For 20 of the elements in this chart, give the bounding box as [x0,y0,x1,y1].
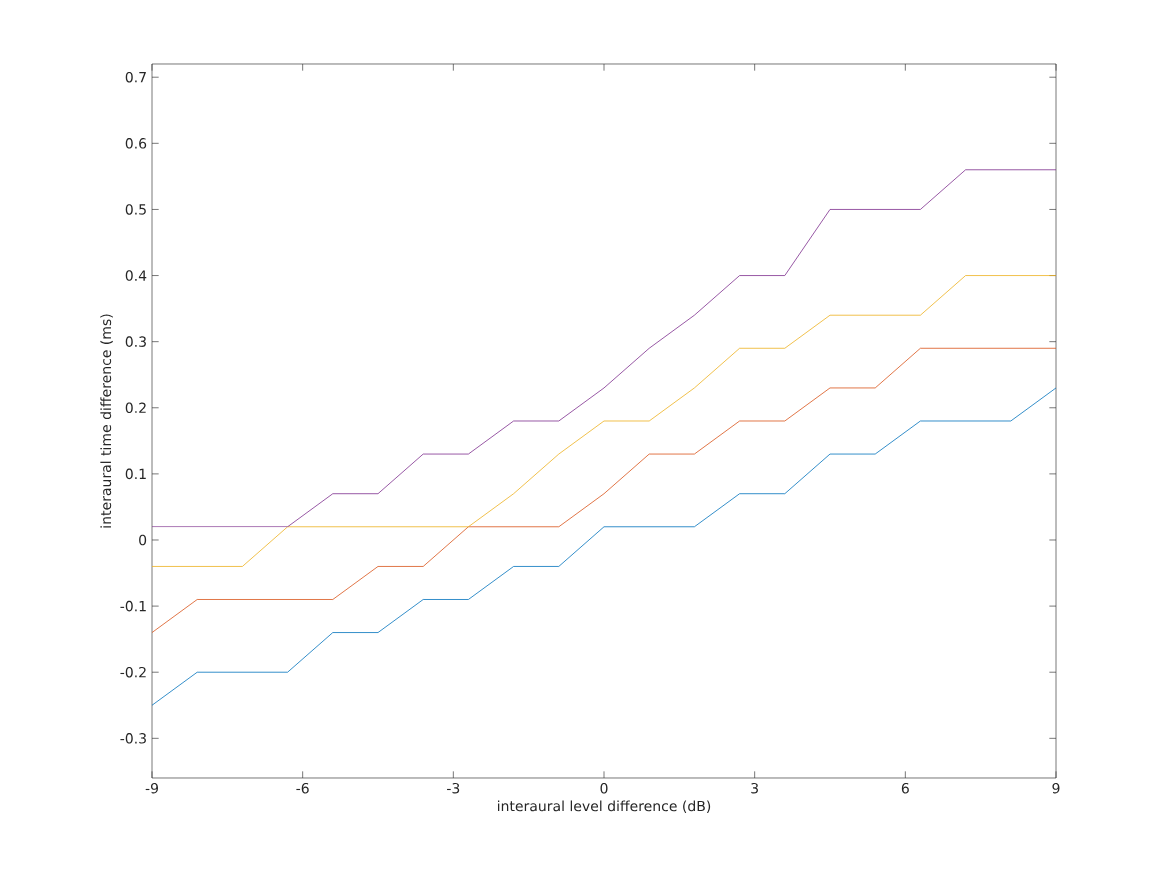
y-tick-label: 0.7 [125,71,146,83]
y-tick-label: 0.5 [125,204,146,215]
x-tick-label: -3 [447,782,460,794]
y-tick-label: 0 [139,534,147,546]
x-tick-label: -6 [296,782,309,794]
y-tick-label: 0.4 [125,270,147,281]
y-tick-label: 0.1 [125,468,146,480]
x-tick-label: 3 [751,782,758,794]
x-tick-label: 6 [901,782,909,794]
y-tick-label: 0.3 [125,336,146,347]
x-tick-label: 9 [1052,782,1060,794]
x-tick-label: -9 [145,782,158,794]
y-tick-label: 0.6 [125,138,147,149]
y-tick-label: -0.2 [120,666,146,678]
x-tick-label: 0 [600,782,608,794]
y-tick-label: 0.2 [125,402,146,414]
y-tick-label: -0.3 [120,733,146,744]
x-axis-title: interaural level difference (dB) [498,800,711,813]
y-axis-title: interaural time difference (ms) [100,314,113,528]
y-tick-label: -0.1 [120,600,146,612]
